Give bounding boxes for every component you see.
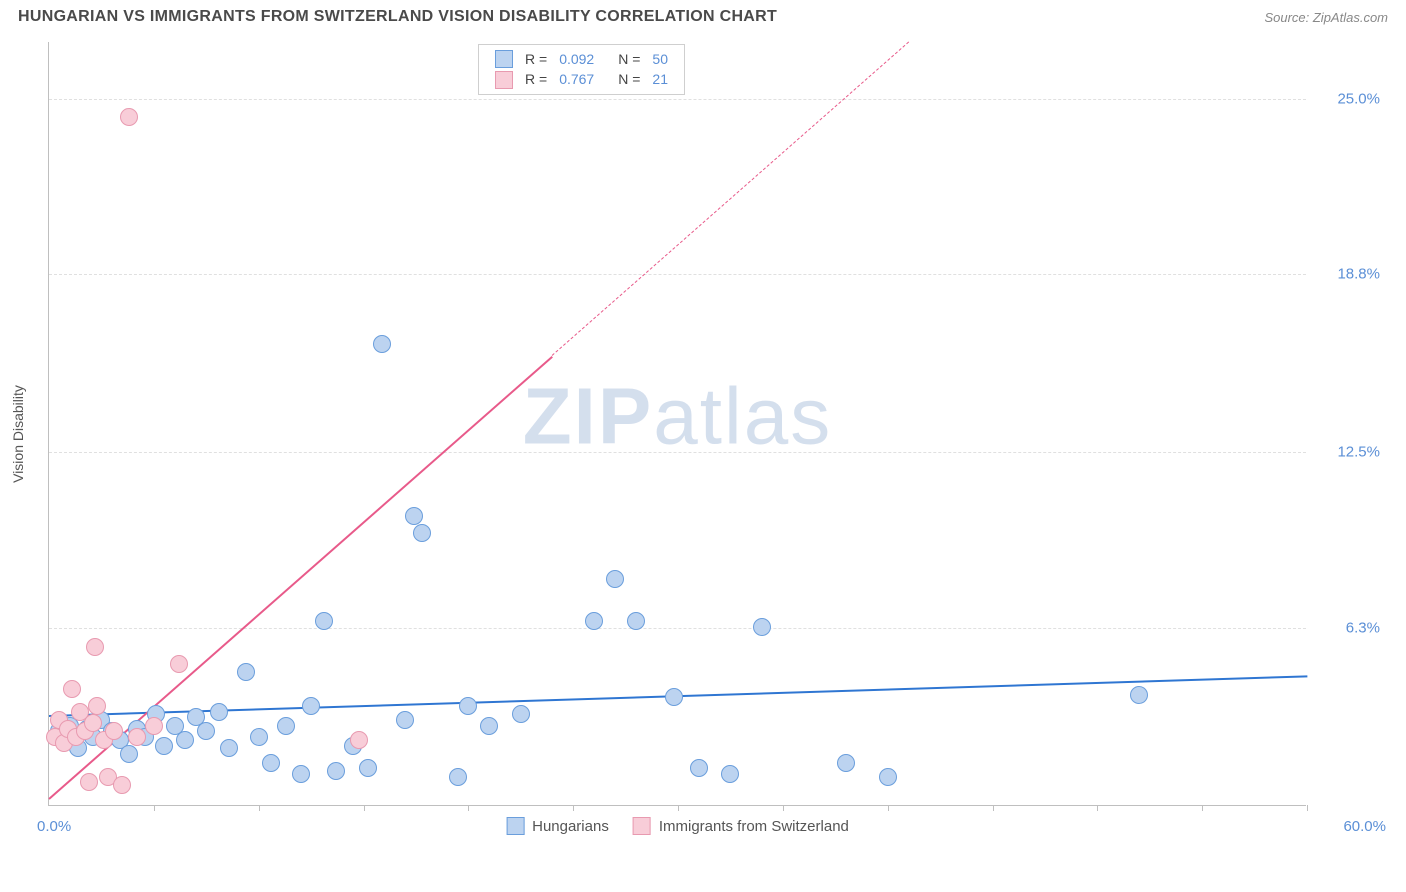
data-point (176, 731, 194, 749)
data-point (262, 754, 280, 772)
n-label: N = (612, 69, 646, 89)
data-point (837, 754, 855, 772)
x-tick (783, 805, 784, 811)
y-tick-label: 18.8% (1320, 266, 1380, 283)
x-tick (154, 805, 155, 811)
data-point (220, 739, 238, 757)
legend-label: Hungarians (532, 818, 609, 835)
y-tick-label: 25.0% (1320, 90, 1380, 107)
n-value: 50 (646, 49, 674, 69)
data-point (721, 765, 739, 783)
data-point (459, 697, 477, 715)
data-point (210, 703, 228, 721)
data-point (449, 768, 467, 786)
data-point (128, 728, 146, 746)
legend-label: Immigrants from Switzerland (659, 818, 849, 835)
y-tick-label: 12.5% (1320, 444, 1380, 461)
r-value: 0.092 (553, 49, 600, 69)
stats-legend-row: R =0.767 N =21 (489, 69, 674, 89)
data-point (373, 335, 391, 353)
legend-swatch (506, 817, 524, 835)
x-axis-max-label: 60.0% (1343, 818, 1386, 835)
data-point (753, 618, 771, 636)
data-point (170, 655, 188, 673)
n-value: 21 (646, 69, 674, 89)
plot-area: ZIPatlas 0.0% 60.0% HungariansImmigrants… (48, 42, 1306, 806)
r-label: R = (519, 49, 553, 69)
data-point (665, 688, 683, 706)
x-tick (1202, 805, 1203, 811)
data-point (113, 776, 131, 794)
data-point (105, 722, 123, 740)
data-point (145, 717, 163, 735)
chart-title: HUNGARIAN VS IMMIGRANTS FROM SWITZERLAND… (18, 8, 777, 26)
gridline (49, 452, 1306, 453)
stats-legend: R =0.092 N =50 R =0.767 N =21 (478, 44, 685, 95)
data-point (120, 108, 138, 126)
data-point (512, 705, 530, 723)
data-point (585, 612, 603, 630)
chart-container: Vision Disability ZIPatlas 0.0% 60.0% Hu… (48, 42, 1388, 826)
gridline (49, 99, 1306, 100)
data-point (480, 717, 498, 735)
data-point (197, 722, 215, 740)
data-point (413, 524, 431, 542)
y-axis-label: Vision Disability (10, 385, 26, 483)
legend-item: Hungarians (506, 817, 609, 835)
data-point (63, 680, 81, 698)
data-point (302, 697, 320, 715)
data-point (292, 765, 310, 783)
data-point (690, 759, 708, 777)
legend-swatch (633, 817, 651, 835)
x-tick (364, 805, 365, 811)
legend-item: Immigrants from Switzerland (633, 817, 849, 835)
r-value: 0.767 (553, 69, 600, 89)
data-point (88, 697, 106, 715)
legend-swatch (495, 71, 513, 89)
data-point (350, 731, 368, 749)
x-tick (573, 805, 574, 811)
x-tick (1097, 805, 1098, 811)
data-point (627, 612, 645, 630)
data-point (396, 711, 414, 729)
x-tick (678, 805, 679, 811)
data-point (359, 759, 377, 777)
data-point (80, 773, 98, 791)
n-label: N = (612, 49, 646, 69)
data-point (879, 768, 897, 786)
stats-legend-row: R =0.092 N =50 (489, 49, 674, 69)
data-point (327, 762, 345, 780)
y-tick-label: 6.3% (1320, 619, 1380, 636)
legend-swatch (495, 50, 513, 68)
data-point (277, 717, 295, 735)
source-attribution: Source: ZipAtlas.com (1264, 10, 1388, 25)
data-point (84, 714, 102, 732)
data-point (86, 638, 104, 656)
data-point (120, 745, 138, 763)
x-tick (468, 805, 469, 811)
data-point (250, 728, 268, 746)
x-tick (888, 805, 889, 811)
data-point (1130, 686, 1148, 704)
x-tick (993, 805, 994, 811)
gridline (49, 628, 1306, 629)
x-axis-min-label: 0.0% (37, 818, 71, 835)
data-point (155, 737, 173, 755)
series-legend: Hungarians Immigrants from Switzerland (506, 817, 849, 835)
x-tick (259, 805, 260, 811)
watermark: ZIPatlas (523, 370, 832, 462)
data-point (237, 663, 255, 681)
data-point (405, 507, 423, 525)
x-tick (1307, 805, 1308, 811)
r-label: R = (519, 69, 553, 89)
data-point (606, 570, 624, 588)
data-point (315, 612, 333, 630)
gridline (49, 274, 1306, 275)
